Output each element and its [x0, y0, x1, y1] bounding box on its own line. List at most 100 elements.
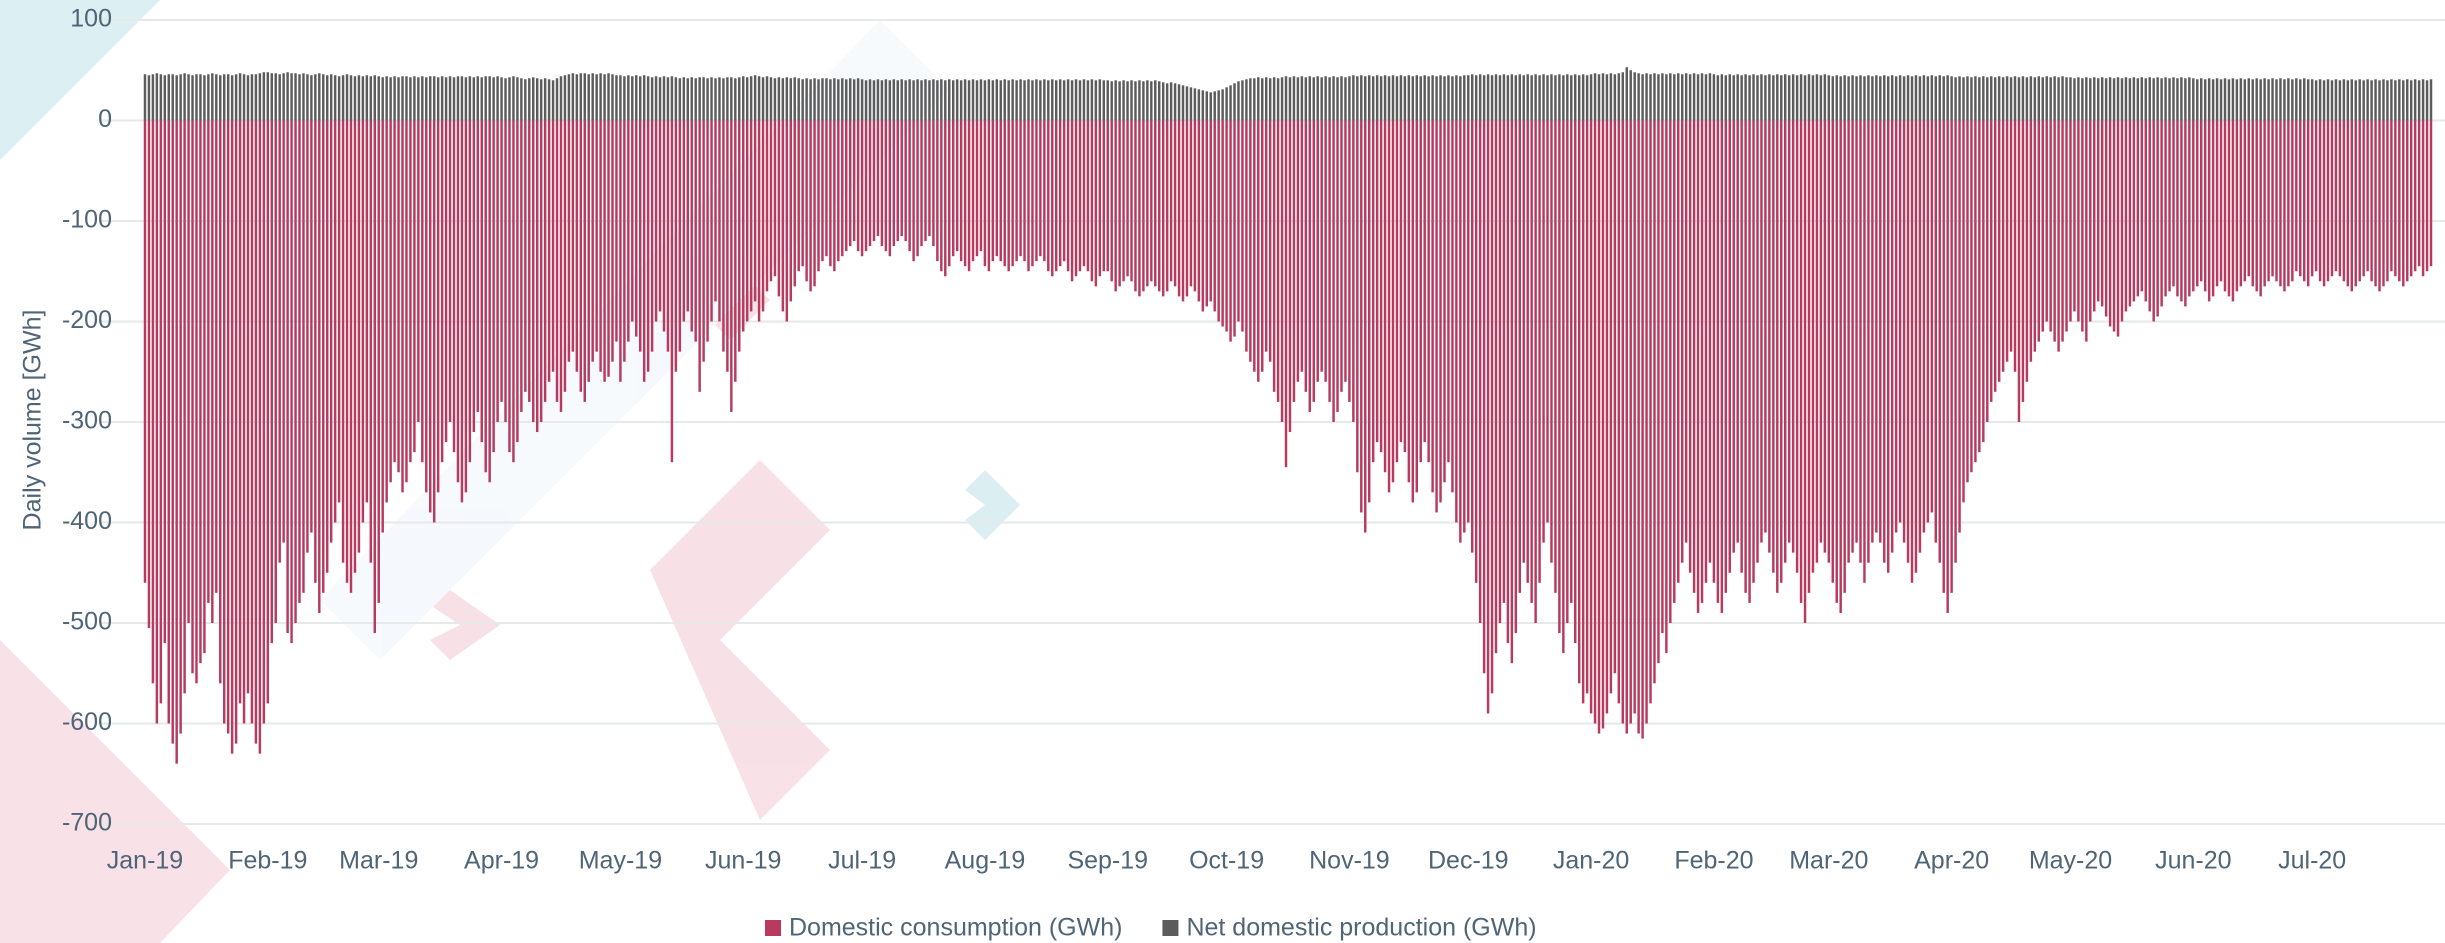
bar — [1823, 120, 1827, 553]
bar — [1367, 75, 1371, 121]
bar — [987, 120, 991, 272]
bar — [278, 74, 281, 121]
bar — [226, 120, 230, 734]
bar — [2116, 120, 2120, 337]
bar — [1043, 120, 1046, 262]
bar — [991, 80, 995, 121]
bar — [179, 120, 182, 734]
bar — [1902, 76, 1906, 121]
bar — [579, 73, 583, 121]
bar — [2156, 77, 2159, 121]
bar — [646, 76, 650, 121]
bar — [635, 120, 638, 337]
bar — [698, 120, 701, 392]
bar — [1597, 120, 1601, 734]
bar — [2021, 120, 2025, 402]
bar — [1090, 79, 1094, 121]
bar — [1807, 74, 1811, 121]
bar — [1871, 76, 1874, 121]
bar — [1641, 120, 1644, 739]
bar — [1296, 120, 1300, 382]
bar — [1776, 74, 1779, 121]
bar — [1645, 120, 1648, 724]
bar — [916, 79, 919, 121]
bar — [809, 79, 812, 121]
bar — [520, 78, 523, 121]
bar — [1130, 120, 1133, 282]
bar — [944, 80, 947, 121]
bar — [1308, 120, 1312, 412]
x-tick-label: Jan-20 — [1553, 847, 1629, 875]
bar — [1898, 75, 1902, 121]
bar — [448, 76, 452, 121]
bar — [623, 76, 626, 121]
bar — [1312, 77, 1315, 121]
bar — [983, 80, 987, 121]
bar — [2104, 78, 2108, 121]
bar — [432, 76, 436, 121]
bar — [302, 73, 305, 121]
bar — [1550, 74, 1553, 121]
bar — [1027, 79, 1030, 121]
x-tick-label: Apr-20 — [1914, 847, 1989, 875]
bar — [191, 75, 194, 121]
bar — [825, 120, 828, 257]
bar — [1875, 120, 1878, 533]
bar — [1189, 87, 1193, 121]
bar — [2314, 80, 2318, 121]
bar — [1494, 74, 1498, 121]
bar — [944, 120, 947, 277]
bar — [1724, 75, 1728, 121]
bar — [484, 76, 487, 121]
bar — [1530, 75, 1533, 121]
bar — [1490, 75, 1494, 121]
bar — [2128, 78, 2132, 121]
bar — [1181, 85, 1185, 121]
bar — [829, 79, 832, 121]
bar — [2283, 120, 2286, 292]
bar — [916, 120, 919, 257]
bar — [2295, 120, 2298, 272]
bar — [1815, 74, 1819, 121]
bar — [405, 76, 408, 121]
bar — [1364, 76, 1367, 121]
bar — [817, 120, 820, 272]
bar — [603, 120, 606, 382]
bar — [1054, 80, 1058, 121]
bar — [1165, 83, 1169, 121]
bar — [1958, 120, 1961, 533]
bar — [2196, 120, 2199, 287]
bar — [2120, 120, 2124, 322]
bar — [2219, 120, 2223, 282]
bar — [1649, 74, 1652, 121]
bar — [678, 120, 682, 352]
bar — [1185, 86, 1189, 121]
bar — [1439, 75, 1442, 121]
bar — [1692, 120, 1696, 593]
bar — [341, 75, 345, 121]
bar — [1328, 77, 1331, 121]
bar — [1879, 120, 1882, 543]
bar — [745, 77, 749, 121]
bar — [1621, 120, 1625, 724]
bar — [2386, 120, 2389, 282]
bar — [1304, 120, 1308, 392]
bar — [662, 76, 666, 121]
bar — [2215, 78, 2219, 121]
bar — [199, 74, 202, 121]
bar — [579, 120, 583, 392]
bar — [1276, 120, 1280, 402]
bar — [1253, 120, 1256, 372]
bar — [1142, 120, 1145, 292]
bar — [666, 120, 670, 352]
bar — [1502, 120, 1506, 603]
bar — [1490, 120, 1494, 694]
bar — [238, 73, 242, 121]
bar — [1661, 73, 1664, 121]
bar — [1158, 120, 1161, 292]
bar — [1918, 76, 1922, 121]
bar — [215, 120, 218, 593]
bar — [1245, 120, 1248, 352]
bar — [2374, 79, 2377, 121]
bar — [2247, 78, 2250, 121]
